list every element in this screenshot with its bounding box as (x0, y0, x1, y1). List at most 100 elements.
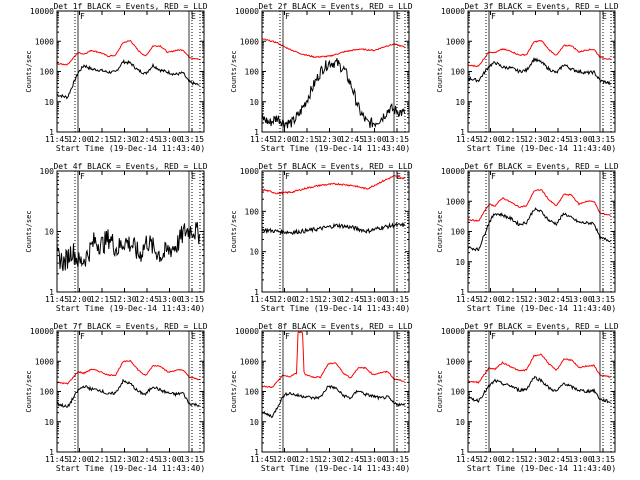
series-line-lld (57, 359, 200, 385)
x-tick-label: 12:30 (112, 135, 136, 144)
series-line-lld (57, 39, 200, 66)
marker-label-E: E (191, 332, 196, 341)
marker-label-F: F (80, 12, 85, 21)
y-tick-label: 10 (44, 418, 54, 427)
x-axis-label: Start Time (19-Dec-14 11:43:40) (56, 144, 205, 153)
x-tick-label: 13:15 (385, 295, 409, 304)
x-tick-label: 12:30 (112, 295, 136, 304)
x-tick-label: 11:45 (45, 295, 69, 304)
y-tick-label: 100 (245, 388, 260, 397)
y-tick-label: 100 (40, 68, 55, 77)
y-tick-label: 1000 (240, 357, 259, 366)
x-tick-label: 11:45 (456, 295, 480, 304)
x-tick-label: 11:45 (250, 295, 274, 304)
x-axis-label: Start Time (19-Dec-14 11:43:40) (261, 304, 410, 313)
series-line-events (57, 58, 200, 100)
series-line-events (468, 375, 611, 404)
panel-title: Det_9f BLACK = Events, RED = LLD (464, 322, 618, 331)
x-tick-label: 12:30 (523, 135, 547, 144)
marker-label-E: E (602, 332, 607, 341)
x-tick-label: 13:15 (591, 295, 615, 304)
x-tick-label: 12:45 (546, 135, 570, 144)
marker-label-E: E (191, 12, 196, 21)
y-tick-label: 10 (249, 248, 259, 257)
y-tick-label: 10 (455, 258, 465, 267)
marker-label-E: E (396, 332, 401, 341)
x-tick-label: 13:15 (591, 455, 615, 464)
x-tick-label: 13:00 (568, 135, 592, 144)
panel-title: Det_5f BLACK = Events, RED = LLD (258, 162, 412, 171)
x-tick-label: 12:30 (523, 295, 547, 304)
y-tick-label: 100 (40, 388, 55, 397)
marker-label-F: F (285, 172, 290, 181)
x-tick-label: 12:45 (546, 455, 570, 464)
y-axis-label: Counts/sec (436, 210, 444, 252)
x-tick-label: 13:00 (157, 455, 181, 464)
x-tick-label: 12:45 (340, 455, 364, 464)
x-tick-label: 11:45 (250, 455, 274, 464)
x-tick-label: 12:15 (90, 455, 114, 464)
panel-title: Det_4f BLACK = Events, RED = LLD (53, 162, 207, 171)
y-axis-label: Counts/sec (25, 370, 33, 412)
x-tick-label: 13:15 (591, 135, 615, 144)
y-tick-label: 10000 (441, 7, 465, 16)
y-tick-label: 100 (451, 228, 466, 237)
x-axis-label: Start Time (19-Dec-14 11:43:40) (467, 144, 616, 153)
x-tick-label: 11:45 (456, 455, 480, 464)
y-tick-label: 1000 (446, 357, 465, 366)
x-axis-label: Start Time (19-Dec-14 11:43:40) (467, 464, 616, 473)
x-tick-label: 13:15 (385, 135, 409, 144)
y-tick-label: 1 (254, 128, 259, 137)
plot-frame (467, 170, 616, 293)
series-line-events (468, 57, 611, 86)
y-tick-label: 10 (455, 418, 465, 427)
y-tick-label: 100 (245, 207, 260, 216)
marker-label-E: E (602, 172, 607, 181)
panel-title: Det_8f BLACK = Events, RED = LLD (258, 322, 412, 331)
x-tick-label: 12:00 (67, 135, 91, 144)
x-tick-label: 12:45 (340, 135, 364, 144)
x-tick-label: 12:30 (317, 455, 341, 464)
x-tick-label: 12:15 (90, 135, 114, 144)
y-axis-label: Counts/sec (436, 50, 444, 92)
y-tick-label: 10 (249, 98, 259, 107)
y-tick-label: 1 (460, 128, 465, 137)
x-tick-label: 12:30 (523, 455, 547, 464)
y-axis-label: Counts/sec (436, 370, 444, 412)
x-tick-label: 13:15 (180, 455, 204, 464)
x-tick-label: 12:45 (135, 135, 159, 144)
x-axis-label: Start Time (19-Dec-14 11:43:40) (261, 144, 410, 153)
series-line-lld (262, 38, 405, 59)
y-tick-label: 10 (44, 98, 54, 107)
x-tick-label: 11:45 (250, 135, 274, 144)
y-tick-label: 100 (40, 167, 55, 176)
x-tick-label: 12:00 (478, 135, 502, 144)
marker-label-F: F (285, 332, 290, 341)
panel-title: Det_1f BLACK = Events, RED = LLD (53, 2, 207, 11)
x-tick-label: 12:00 (67, 295, 91, 304)
marker-label-E: E (396, 12, 401, 21)
x-tick-label: 12:00 (272, 455, 296, 464)
panel-title: Det_3f BLACK = Events, RED = LLD (464, 2, 618, 11)
x-axis-label: Start Time (19-Dec-14 11:43:40) (467, 304, 616, 313)
x-tick-label: 12:15 (295, 295, 319, 304)
y-tick-label: 1000 (240, 167, 259, 176)
series-line-events (57, 222, 200, 272)
series-line-events (262, 58, 405, 129)
x-axis-label: Start Time (19-Dec-14 11:43:40) (56, 304, 205, 313)
x-tick-label: 13:00 (362, 295, 386, 304)
panel-title: Det_2f BLACK = Events, RED = LLD (258, 2, 412, 11)
marker-label-F: F (491, 12, 496, 21)
y-tick-label: 10000 (441, 327, 465, 336)
y-tick-label: 1000 (35, 357, 54, 366)
x-tick-label: 12:00 (67, 455, 91, 464)
y-tick-label: 1000 (240, 37, 259, 46)
marker-label-F: F (491, 332, 496, 341)
y-tick-label: 1 (460, 448, 465, 457)
